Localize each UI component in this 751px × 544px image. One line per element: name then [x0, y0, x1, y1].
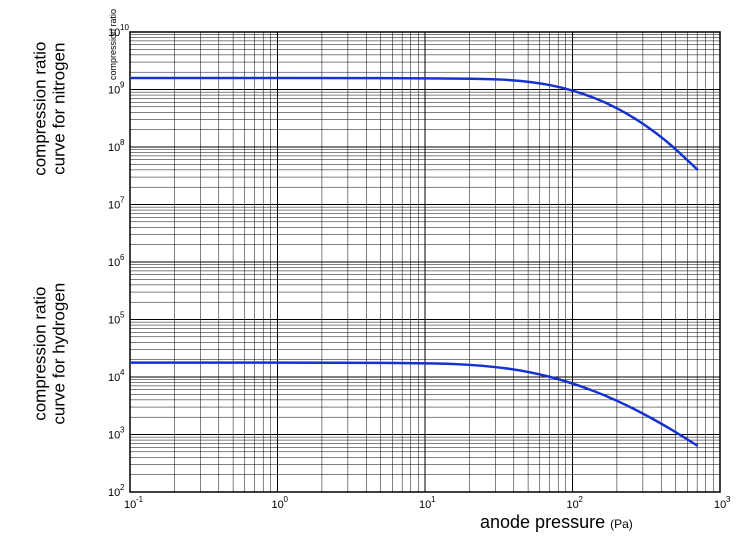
x-axis-label: anode pressure (Pa): [480, 512, 633, 533]
svg-text:7: 7: [120, 196, 125, 205]
x-axis-label-text: anode pressure: [480, 512, 605, 532]
svg-text:4: 4: [120, 368, 125, 377]
x-axis-ticks: 10-1100101102103: [124, 495, 731, 511]
svg-text:10: 10: [108, 27, 120, 39]
svg-text:10: 10: [120, 23, 129, 32]
svg-text:10: 10: [108, 487, 120, 499]
side-label-hydrogen: compression ratio curve for hydrogen: [31, 254, 68, 454]
curve-hydrogen: [130, 363, 698, 446]
svg-text:10: 10: [419, 499, 431, 511]
y-axis-title: compression ratio: [108, 9, 118, 80]
svg-text:8: 8: [120, 138, 125, 147]
svg-text:2: 2: [120, 483, 125, 492]
svg-text:10: 10: [108, 430, 120, 442]
grid: [130, 32, 720, 492]
svg-text:10: 10: [714, 499, 726, 511]
svg-text:-1: -1: [136, 495, 144, 504]
plot-area: 1021031041051061071081091010 10-11001011…: [130, 32, 720, 492]
x-axis-unit: (Pa): [610, 517, 633, 531]
svg-text:10: 10: [108, 315, 120, 327]
svg-text:0: 0: [284, 495, 289, 504]
svg-text:5: 5: [120, 311, 125, 320]
svg-text:10: 10: [272, 499, 284, 511]
curve-nitrogen: [130, 78, 698, 170]
svg-text:10: 10: [108, 257, 120, 269]
svg-text:10: 10: [108, 142, 120, 154]
side-label-nitrogen: compression ratio curve for nitrogen: [31, 9, 68, 209]
svg-text:1: 1: [431, 495, 436, 504]
svg-text:6: 6: [120, 253, 125, 262]
svg-text:10: 10: [108, 372, 120, 384]
svg-text:10: 10: [567, 499, 579, 511]
svg-text:9: 9: [120, 81, 125, 90]
svg-text:10: 10: [108, 85, 120, 97]
y-axis-ticks: 1021031041051061071081091010: [108, 23, 129, 499]
svg-text:2: 2: [579, 495, 584, 504]
svg-text:3: 3: [726, 495, 731, 504]
svg-text:10: 10: [108, 200, 120, 212]
svg-text:3: 3: [120, 426, 125, 435]
svg-text:10: 10: [124, 499, 136, 511]
